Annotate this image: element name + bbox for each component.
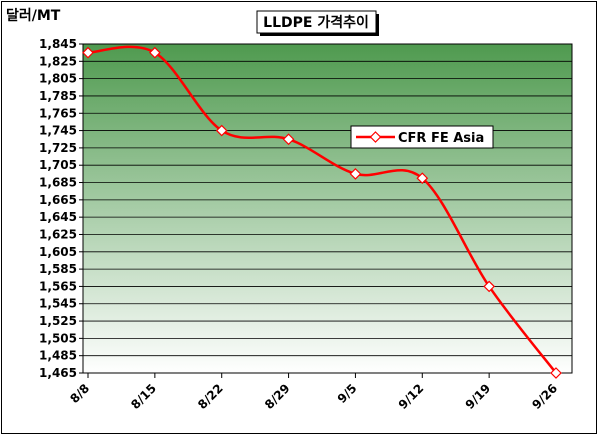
x-tick-label: 8/22 xyxy=(195,381,226,412)
x-tick-label: 9/12 xyxy=(396,381,427,412)
y-tick-label: 1,645 xyxy=(39,210,77,224)
y-tick-label: 1,605 xyxy=(39,245,77,259)
data-point-marker xyxy=(149,46,161,59)
x-tick-label: 8/15 xyxy=(128,381,159,412)
legend: CFR FE Asia xyxy=(350,125,494,149)
y-tick-label: 1,765 xyxy=(39,106,77,120)
y-tick-label: 1,705 xyxy=(39,158,77,172)
y-tick-label: 1,785 xyxy=(39,89,77,103)
series-markers xyxy=(82,46,562,379)
y-tick-label: 1,825 xyxy=(39,54,77,68)
data-point-marker xyxy=(349,168,362,180)
x-tick-label: 9/26 xyxy=(529,381,560,412)
data-point-marker xyxy=(416,172,429,185)
y-tick-label: 1,725 xyxy=(39,141,77,155)
x-tick-label: 9/5 xyxy=(335,381,360,406)
y-tick-label: 1,465 xyxy=(39,366,77,380)
data-point-marker xyxy=(215,124,228,137)
y-tick-label: 1,545 xyxy=(39,297,77,311)
chart-title: LLDPE 가격추이 xyxy=(256,10,379,36)
y-tick-label: 1,525 xyxy=(39,314,77,328)
y-tick-label: 1,485 xyxy=(39,349,77,363)
y-tick-label: 1,585 xyxy=(39,262,77,276)
y-axis-ticks: 1,465 1,485 1,505 1,525 1,545 1,565 1,585 1,605… xyxy=(39,37,83,380)
data-point-marker xyxy=(282,133,295,146)
x-tick-label: 9/19 xyxy=(463,381,494,412)
y-tick-label: 1,505 xyxy=(39,331,77,345)
gridlines xyxy=(83,60,572,357)
legend-diamond-marker xyxy=(369,131,382,143)
x-tick-label: 8/29 xyxy=(262,381,293,412)
y-tick-label: 1,845 xyxy=(39,37,77,51)
y-tick-label: 1,685 xyxy=(39,176,77,190)
y-tick-label: 1,565 xyxy=(39,279,77,293)
y-axis-label: 달러/MT xyxy=(6,8,61,24)
data-point-marker xyxy=(82,46,94,59)
y-tick-label: 1,805 xyxy=(39,72,77,86)
chart-title-text: LLDPE 가격추이 xyxy=(263,14,369,31)
plot-area xyxy=(82,43,573,374)
data-point-marker xyxy=(483,280,495,293)
y-tick-label: 1,665 xyxy=(39,193,77,207)
y-tick-label: 1,625 xyxy=(39,227,77,241)
x-tick-label: 8/8 xyxy=(67,381,92,406)
legend-entry-cfr-fe-asia: CFR FE Asia xyxy=(398,131,484,146)
data-point-marker xyxy=(550,367,562,379)
y-tick-label: 1,745 xyxy=(39,124,77,138)
x-axis-ticks: 8/8 8/15 8/22 8/29 9/5 9/12 9/19 9/26 xyxy=(67,373,560,412)
